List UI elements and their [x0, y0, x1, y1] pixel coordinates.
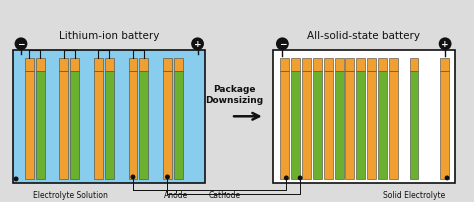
Circle shape: [191, 38, 204, 51]
Bar: [346, 58, 355, 72]
Bar: [59, 72, 68, 179]
Circle shape: [15, 38, 27, 51]
Bar: [128, 72, 137, 179]
Circle shape: [165, 175, 170, 180]
Bar: [367, 58, 376, 72]
Bar: [378, 72, 387, 179]
Bar: [335, 58, 344, 72]
Circle shape: [284, 176, 289, 181]
Bar: [440, 72, 449, 179]
Text: +: +: [194, 40, 201, 49]
Bar: [356, 72, 365, 179]
Bar: [410, 58, 419, 72]
Text: −: −: [17, 40, 25, 49]
Bar: [302, 58, 311, 72]
Text: +: +: [441, 40, 449, 49]
Bar: [163, 72, 172, 179]
Bar: [36, 58, 45, 72]
Circle shape: [298, 176, 302, 181]
Text: All-solid-state battery: All-solid-state battery: [307, 31, 420, 41]
Text: Anode: Anode: [164, 190, 188, 199]
Bar: [281, 72, 289, 179]
Bar: [25, 72, 34, 179]
Text: Electrolyte Solution: Electrolyte Solution: [33, 190, 108, 199]
Bar: [291, 72, 300, 179]
Bar: [313, 72, 322, 179]
Bar: [13, 50, 205, 183]
Bar: [105, 72, 114, 179]
Bar: [346, 72, 355, 179]
Bar: [389, 72, 398, 179]
Bar: [174, 72, 183, 179]
Bar: [367, 72, 376, 179]
Bar: [324, 58, 333, 72]
Text: −: −: [279, 40, 286, 49]
Bar: [163, 58, 172, 72]
Bar: [105, 58, 114, 72]
Bar: [36, 72, 45, 179]
Bar: [324, 72, 333, 179]
Bar: [378, 58, 387, 72]
Bar: [281, 58, 289, 72]
Bar: [273, 50, 455, 183]
Text: Package
Downsizing: Package Downsizing: [205, 85, 263, 105]
Bar: [139, 58, 148, 72]
Circle shape: [439, 38, 452, 51]
Bar: [389, 58, 398, 72]
Text: Cathode: Cathode: [209, 190, 241, 199]
Bar: [410, 72, 419, 179]
Bar: [70, 58, 79, 72]
Bar: [335, 72, 344, 179]
Bar: [128, 58, 137, 72]
Bar: [139, 72, 148, 179]
Bar: [25, 58, 34, 72]
Bar: [94, 58, 103, 72]
Circle shape: [276, 38, 289, 51]
Circle shape: [130, 175, 136, 180]
Bar: [313, 58, 322, 72]
Bar: [302, 72, 311, 179]
Circle shape: [445, 176, 449, 181]
Bar: [70, 72, 79, 179]
Bar: [59, 58, 68, 72]
Bar: [291, 58, 300, 72]
Bar: [440, 58, 449, 72]
Bar: [174, 58, 183, 72]
Text: Solid Electrolyte: Solid Electrolyte: [383, 190, 445, 199]
Text: Lithium-ion battery: Lithium-ion battery: [59, 31, 159, 41]
Bar: [94, 72, 103, 179]
Circle shape: [14, 177, 18, 181]
Bar: [356, 58, 365, 72]
